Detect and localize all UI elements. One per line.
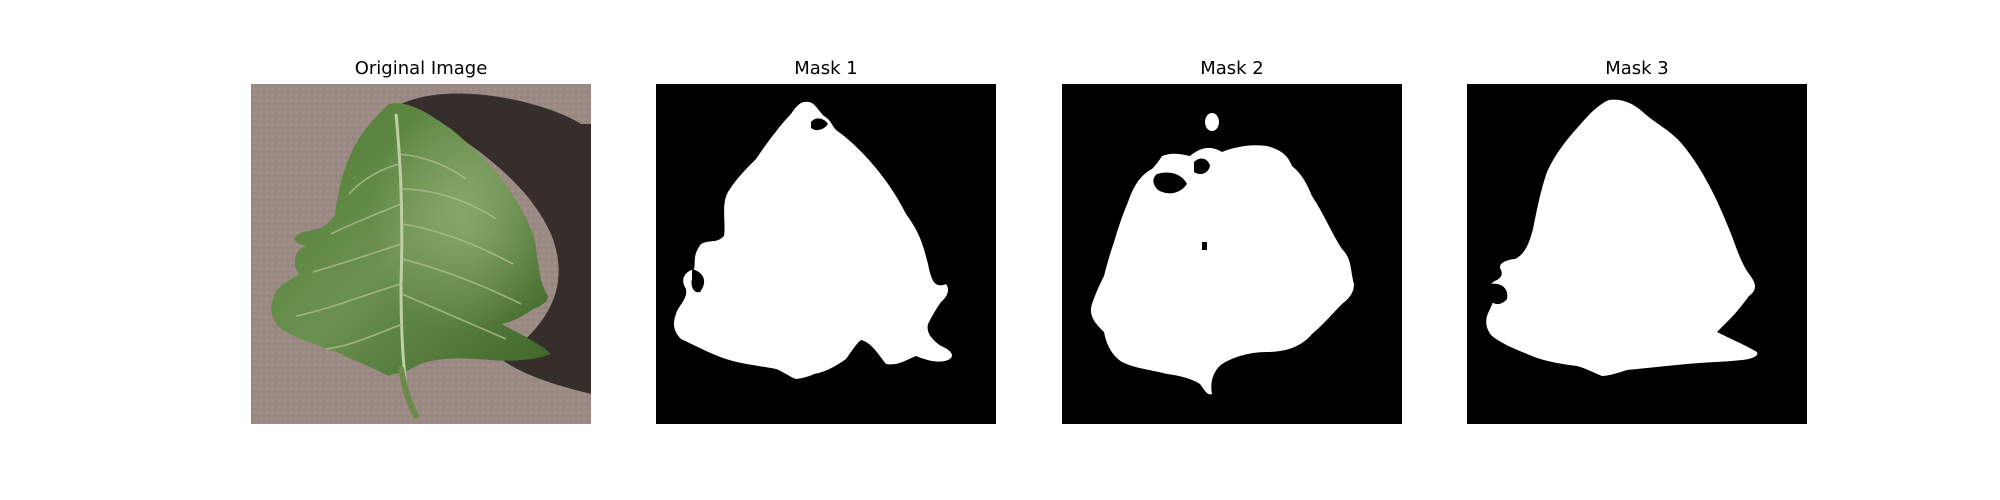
leaf-highlight	[361, 103, 547, 334]
mask-2-panel: Mask 2	[1062, 58, 1402, 424]
mask-hole	[811, 118, 828, 131]
mask-3-panel: Mask 3	[1467, 58, 1807, 424]
panel-title: Mask 3	[1605, 58, 1669, 79]
panel-title: Mask 2	[1200, 58, 1264, 79]
leaf-veins	[295, 153, 522, 350]
mask-foreground	[1486, 99, 1758, 377]
mask-1-panel: Mask 1	[656, 58, 996, 424]
mask-hole	[691, 269, 705, 293]
mask-hole	[1202, 242, 1207, 250]
panel-title: Mask 1	[794, 58, 858, 79]
mask-2-image	[1062, 84, 1402, 424]
mask-foreground	[1090, 145, 1354, 395]
panel-title: Original Image	[354, 58, 488, 79]
mask-fragment	[1205, 113, 1219, 131]
mask-hole	[1153, 172, 1187, 194]
mask-1-image	[656, 84, 996, 424]
original-leaf-photo	[251, 84, 591, 424]
original-image-panel: Original Image	[251, 58, 591, 424]
leaf-shadow	[401, 93, 591, 394]
leaf-midrib	[394, 113, 411, 405]
mask-3-image	[1467, 84, 1807, 424]
mask-hole	[1489, 283, 1508, 305]
leaf-stem	[398, 366, 419, 419]
mask-foreground	[673, 101, 952, 380]
mask-hole	[1194, 158, 1210, 174]
